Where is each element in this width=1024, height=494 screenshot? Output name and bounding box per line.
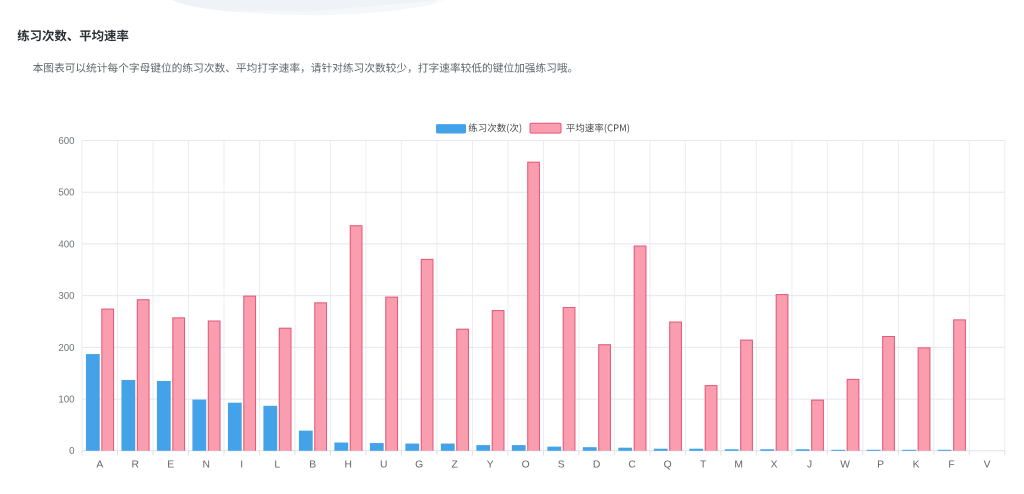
svg-text:600: 600 [58, 136, 75, 147]
svg-text:T: T [700, 460, 707, 471]
svg-text:K: K [913, 460, 920, 471]
svg-text:P: P [877, 460, 884, 471]
svg-text:L: L [274, 460, 280, 471]
svg-text:500: 500 [58, 188, 75, 199]
svg-text:O: O [522, 460, 530, 471]
svg-text:M: M [734, 460, 743, 471]
svg-text:Q: Q [664, 460, 672, 471]
svg-text:F: F [948, 460, 954, 471]
svg-text:Z: Z [452, 460, 458, 471]
svg-text:G: G [415, 460, 423, 471]
svg-text:X: X [771, 460, 778, 471]
svg-text:E: E [167, 460, 174, 471]
svg-text:W: W [840, 460, 850, 471]
svg-text:300: 300 [58, 291, 75, 302]
svg-text:400: 400 [58, 239, 75, 250]
svg-text:H: H [344, 460, 351, 471]
svg-text:U: U [380, 460, 387, 471]
svg-text:C: C [628, 460, 636, 471]
svg-text:V: V [984, 460, 991, 471]
svg-text:D: D [593, 460, 600, 471]
svg-text:I: I [240, 460, 243, 471]
svg-text:R: R [132, 460, 139, 471]
svg-text:100: 100 [58, 394, 75, 405]
svg-text:B: B [309, 460, 316, 471]
svg-text:0: 0 [69, 446, 75, 457]
svg-text:J: J [807, 460, 812, 471]
svg-text:200: 200 [58, 343, 75, 354]
svg-text:A: A [96, 460, 103, 471]
svg-text:S: S [558, 460, 565, 471]
svg-text:N: N [203, 460, 210, 471]
svg-text:Y: Y [487, 460, 494, 471]
